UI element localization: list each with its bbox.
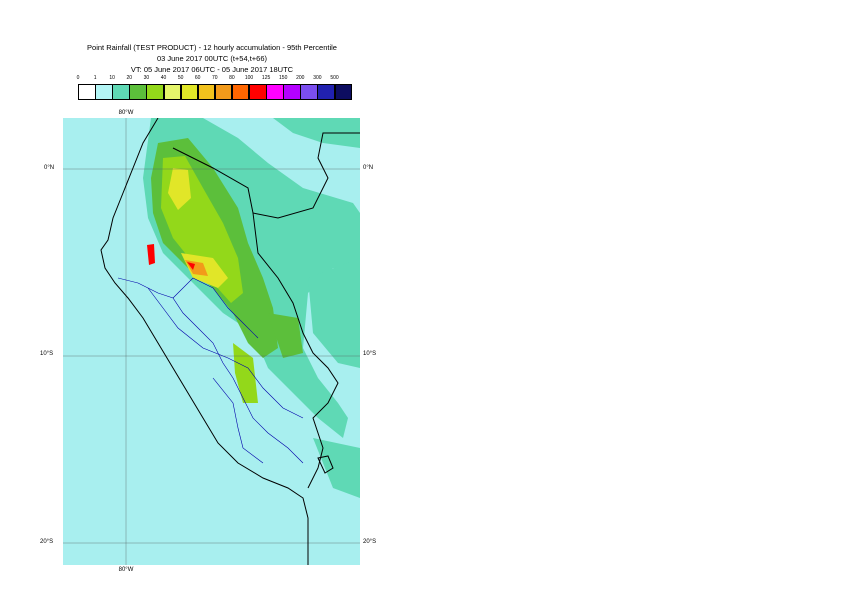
rain-field-red	[147, 244, 195, 270]
region-border-1	[117, 277, 304, 464]
red-patch-west	[147, 244, 155, 265]
legend-swatch	[146, 84, 164, 100]
lake-outline	[317, 455, 334, 474]
coastline	[100, 118, 360, 565]
lon-label-bottom: 80°W	[118, 567, 134, 573]
legend-tick-label: 150	[279, 75, 288, 81]
legend-tick-label: 300	[313, 75, 322, 81]
legend-swatch	[231, 84, 250, 100]
legend-swatch	[180, 84, 199, 100]
legend-swatch	[129, 84, 147, 100]
legend-swatch	[283, 84, 301, 100]
lat-label-10s-left: 10°S	[40, 351, 54, 357]
legend-swatch	[300, 84, 318, 100]
legend-tick-label: 80	[229, 75, 235, 81]
region-border-2	[147, 287, 304, 419]
lat-label-equator-right: 0°N	[363, 165, 374, 171]
title-line-3: VT: 05 June 2017 06UTC - 05 June 2017 18…	[130, 65, 294, 74]
legend-swatch	[214, 84, 233, 100]
lat-label-equator-left: 0°N	[44, 165, 55, 171]
national-border-east	[252, 212, 339, 489]
rain-area-ne	[273, 118, 360, 148]
legend-swatch	[78, 84, 96, 100]
legend-swatch	[112, 84, 130, 100]
legend-tick-label: 40	[160, 75, 167, 81]
legend-tick-label: 20	[126, 75, 133, 81]
red-patch-center	[187, 262, 195, 270]
lon-label-top: 80°W	[118, 110, 134, 116]
title-line-1: Point Rainfall (TEST PRODUCT) - 12 hourl…	[87, 43, 337, 52]
graticule	[63, 118, 360, 565]
lime-patch-south	[233, 343, 258, 403]
yellow-patch-north	[168, 168, 191, 210]
legend-tick-label: 30	[143, 75, 150, 81]
title-line-2: 03 June 2017 00UTC (t+54,t+66)	[156, 54, 268, 63]
legend-tick-label: 70	[212, 75, 218, 81]
legend-swatch	[163, 84, 182, 100]
legend-tick-label: 500	[330, 75, 339, 81]
lat-label-10s-right: 10°S	[363, 351, 377, 357]
region-borders	[117, 277, 304, 464]
green-patch-east	[268, 313, 303, 358]
legend-tick-label: 200	[296, 75, 305, 81]
legend-swatch	[197, 84, 216, 100]
legend-swatch	[249, 84, 267, 100]
legend-tick-label: 100	[244, 75, 254, 81]
region-border-4	[212, 377, 264, 464]
legend-tick-label: 60	[194, 75, 201, 81]
legend-swatch	[334, 84, 353, 100]
rain-area-e	[308, 258, 360, 368]
legend-swatch	[266, 84, 284, 100]
rainfall-map	[63, 118, 360, 565]
legend-tick-label: 0	[76, 75, 80, 81]
legend-swatch	[317, 84, 335, 100]
lat-label-20s-left: 20°S	[40, 539, 54, 545]
rain-area-se	[313, 438, 360, 498]
legend-tick-label: 1	[93, 75, 97, 81]
map-canvas	[63, 118, 360, 565]
lat-label-20s-right: 20°S	[363, 539, 377, 545]
region-border-3	[172, 277, 259, 339]
national-border-north	[172, 132, 360, 219]
legend-swatch	[95, 84, 113, 100]
legend-tick-label: 50	[177, 75, 184, 81]
legend-tick-label: 125	[261, 75, 271, 81]
pacific-coast	[100, 118, 309, 565]
legend-tick-label: 10	[109, 75, 115, 81]
